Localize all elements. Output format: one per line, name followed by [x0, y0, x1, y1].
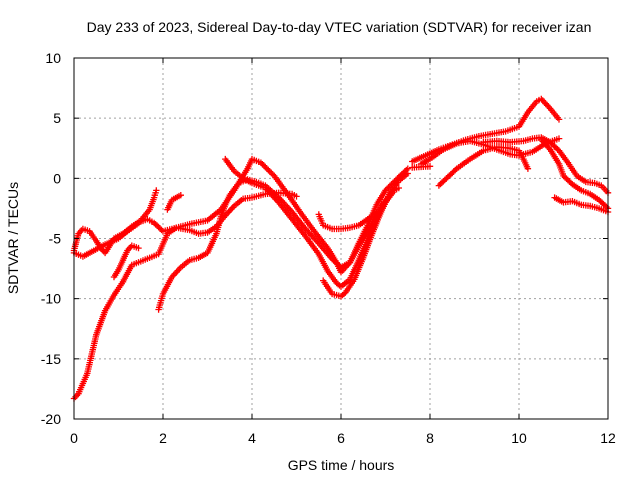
series-arc-3	[70, 189, 300, 402]
axis-ticks: 0 2 4 6 8 10 12 -20 -15 -10 -5 0 5 10	[41, 50, 616, 446]
series-arc-6	[164, 192, 184, 213]
data-point	[555, 116, 563, 123]
series-arc-8	[315, 208, 380, 233]
x-tick-label: 2	[159, 430, 167, 446]
data-point	[563, 175, 570, 182]
x-tick-label: 0	[70, 430, 78, 446]
data-point	[293, 193, 300, 200]
series-layer	[70, 95, 612, 402]
data-point	[177, 192, 184, 199]
y-tick-label: -20	[41, 411, 61, 427]
series-arc-13	[435, 143, 532, 189]
series-arc-5	[155, 176, 389, 313]
y-tick-label: -5	[49, 231, 62, 247]
series-arc-4	[110, 242, 142, 281]
y-axis-label: SDTVAR / TECUs	[5, 182, 21, 294]
x-tick-label: 8	[426, 430, 434, 446]
series-arc-9	[320, 170, 411, 300]
data-point	[438, 179, 446, 186]
data-point	[555, 135, 563, 142]
y-tick-label: 0	[53, 170, 61, 186]
series-arc-14	[480, 134, 612, 196]
y-tick-label: 10	[45, 50, 61, 66]
data-point	[155, 223, 162, 231]
data-point	[426, 163, 434, 170]
chart-title: Day 233 of 2023, Sidereal Day-to-day VTE…	[87, 19, 592, 35]
data-point	[333, 260, 340, 267]
series-line	[73, 190, 157, 254]
y-tick-label: -10	[41, 291, 61, 307]
series-arc-12	[409, 163, 434, 171]
x-tick-label: 12	[600, 430, 616, 446]
series-arc-15	[538, 136, 612, 212]
data-point	[153, 187, 160, 194]
data-point	[546, 139, 554, 146]
x-tick-label: 6	[337, 430, 345, 446]
y-tick-label: 5	[53, 110, 61, 126]
data-point	[598, 199, 606, 206]
series-arc-11	[409, 95, 563, 165]
y-tick-label: -15	[41, 351, 61, 367]
x-tick-label: 10	[511, 430, 527, 446]
data-point	[600, 201, 607, 208]
data-point	[404, 170, 411, 177]
x-tick-label: 4	[248, 430, 256, 446]
x-axis-label: GPS time / hours	[288, 457, 395, 473]
data-point	[524, 165, 532, 172]
data-point	[135, 244, 142, 252]
series-line	[157, 178, 387, 310]
series-arc-1	[70, 187, 160, 257]
